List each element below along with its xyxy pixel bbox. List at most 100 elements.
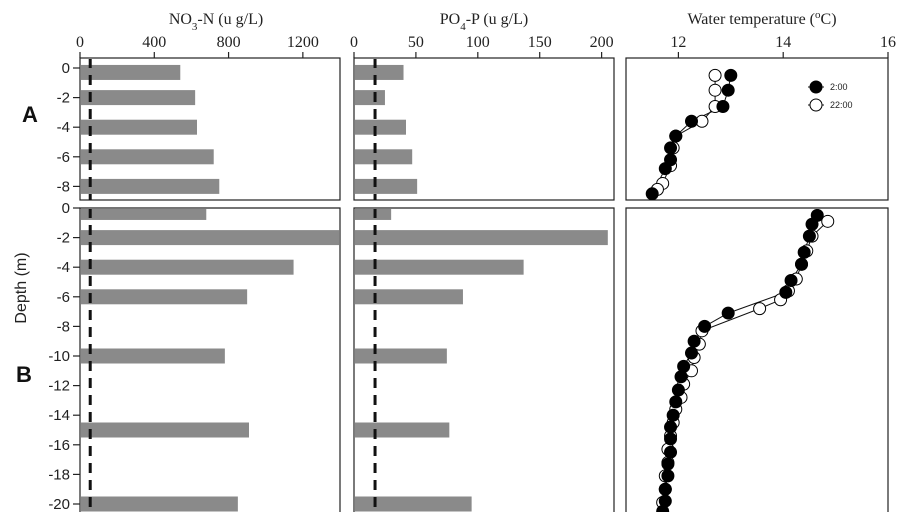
no3-B-ytick-label-7: -14 [48,407,70,424]
temp-A-series-0-point-5 [664,141,678,155]
no3-title: NO3-N (u g/L) [169,11,263,33]
temp-A-panel: 12 14 16 2:00 22:00 [625,34,896,201]
no3-B-ytick-label-10: -20 [48,496,70,512]
temperature-title: Water temperature (oC) [687,9,836,28]
temp-B-series-0-point-12 [674,370,688,384]
no3-A-bar-0 [81,64,181,80]
no3-A-panel: 0 -2 -4 -6 -8 0 400 800 1200 [57,34,341,201]
po4-A-xtick-label-1: 50 [408,34,424,51]
no3-A-ytick-label-0: 0 [62,60,70,77]
no3-A-bar-1 [81,90,196,106]
no3-B-ytick-label-2: -4 [57,259,70,276]
no3-B-bar-2 [81,259,294,275]
temp-A-series-0-point-0 [724,68,738,82]
po4-B-frame [353,207,615,512]
temp-B-series-0-point-18 [664,445,678,459]
temp-B-series-0-point-1 [805,217,819,231]
temp-A-series-0-point-3 [685,114,698,128]
no3-A-ytick-label-3: -6 [57,149,70,166]
no3-A-xtick-label-2: 800 [217,34,241,51]
temp-A-xtick-label-1: 14 [775,34,791,51]
no3-B-frame [79,207,341,512]
po4-B-panel [353,207,615,512]
temp-A-series-0-point-2 [716,99,730,113]
no3-B-ytick-label-0: 0 [62,200,70,217]
no3-A-bar-2 [81,119,197,135]
temp-B-series-0-point-2 [802,229,816,243]
po4-A-frame [353,57,615,201]
po4-B-bar-0 [355,209,392,220]
no3-B-ytick-label-8: -16 [48,437,70,454]
temp-B-series-0-point-3 [797,245,811,259]
no3-A-marks [81,59,220,200]
no3-A-ytick-label-1: -2 [57,90,70,107]
panel-label-a: A [22,102,38,127]
no3-A-xtick-label-3: 1200 [287,34,319,51]
temp-B-series-0-point-14 [669,395,683,409]
no3-A-bar-4 [81,178,220,194]
no3-B-ytick-label-5: -10 [48,348,70,365]
no3-B-ytick-label-6: -12 [48,378,70,395]
po4-A-marks [355,59,418,200]
po4-B-bar-6 [355,496,472,512]
po4-B-bar-1 [355,230,608,246]
po4-A-xtick-label-2: 100 [466,34,490,51]
po4-A-bar-4 [355,178,418,194]
temp-B-series-0-point-19 [661,457,675,471]
no3-A-ytick-label-4: -8 [57,178,70,195]
no3-B-marks [81,209,339,512]
no3-A-xtick-label-0: 0 [76,34,84,51]
temp-A-series-1-point-0 [708,68,722,82]
no3-B-bar-0 [81,209,207,220]
po4-A-xtick-label-3: 150 [528,34,552,51]
no3-B-bar-5 [81,422,249,438]
temp-B-series-0-point-15 [666,408,680,422]
no3-A-frame [79,57,341,201]
no3-A-ytick-label-2: -4 [57,119,70,136]
temp-B-series-0-point-10 [685,346,698,360]
temp-B-frame [625,207,889,512]
temp-B-panel [625,207,889,512]
temp-B-series-0-point-16 [664,420,678,434]
temp-A-legend-label-1: 22:00 [830,100,853,110]
temp-B-series-0-point-8 [698,319,712,333]
no3-B-ytick-label-4: -8 [57,318,70,335]
temp-A-series-0-point-8 [645,187,659,200]
no3-A-xtick-label-1: 400 [142,34,166,51]
temp-B-series-0-point-13 [671,383,685,397]
no3-B-bar-1 [81,230,339,246]
no3-B-bar-4 [81,348,225,364]
temp-A-legend: 2:00 22:00 [808,80,853,112]
no3-B-ytick-label-9: -18 [48,466,70,483]
temp-A-legend-marker-0 [809,80,823,94]
temp-A-frame [625,57,889,201]
no3-B-ytick-label-3: -6 [57,289,70,306]
depth-axis-label: Depth (m) [13,252,30,323]
po4-A-bar-2 [355,119,406,135]
po4-A-bar-0 [355,64,404,80]
temp-B-series-1-point-0 [821,214,835,228]
temp-A-xtick-label-0: 12 [670,34,686,51]
temp-A-series-0-point-7 [658,162,672,176]
panel-label-b: B [16,362,32,387]
po4-title: PO4-P (u g/L) [440,11,528,33]
temp-B-series-0-point-21 [658,482,672,496]
po4-B-marks [355,209,608,512]
temp-B-series-0-point-4 [795,257,809,271]
temp-A-xtick-label-2: 16 [880,34,896,51]
po4-B-bar-2 [355,259,524,275]
temp-B-series-0-point-6 [779,285,793,299]
temp-A-legend-marker-1 [809,98,823,112]
po4-A-bar-3 [355,149,413,165]
temp-B-marks [656,209,835,512]
po4-A-panel: 0 50 100 150 200 [350,34,615,201]
no3-B-bar-6 [81,496,238,512]
temp-B-series-0-point-17 [664,432,678,446]
temp-B-series-1-point-7 [753,302,767,316]
po4-B-bar-5 [355,422,450,438]
temp-B-series-0-point-9 [687,334,701,348]
plot-area: 0 -2 -4 -6 -8 0 400 800 1200 0 50 100 150 200 12 14 16 2:… [48,34,896,512]
po4-A-xtick-label-0: 0 [350,34,358,51]
temp-B-series-0-point-23 [656,504,670,512]
